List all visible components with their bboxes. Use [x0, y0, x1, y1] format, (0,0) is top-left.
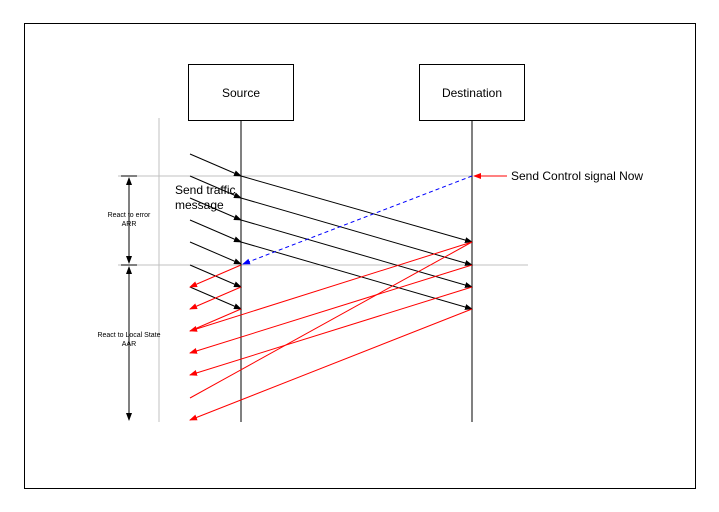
- response-arrow-4: [189, 308, 473, 421]
- traffic-message-arrow-1: [240, 175, 473, 243]
- traffic-in-arrow-5: [189, 241, 242, 265]
- response-out-arrow-2: [189, 286, 242, 310]
- react-error-label: React to error ARR: [96, 211, 162, 229]
- react-local-label-line1: React to Local State: [97, 332, 161, 339]
- traffic-in-arrow-4: [189, 219, 242, 243]
- traffic-label-line1: Send traffic: [175, 183, 236, 197]
- traffic-message-arrow-2: [240, 197, 473, 266]
- response-arrow-5: [189, 241, 473, 399]
- react-error-label-line1: React to error: [107, 212, 151, 219]
- traffic-message-arrow-3: [240, 219, 473, 288]
- source-box: Source: [188, 64, 294, 121]
- control-signal-arrow: [242, 175, 473, 265]
- react-error-label-line2: ARR: [121, 221, 137, 228]
- response-out-arrow-3: [189, 308, 242, 332]
- traffic-in-arrow-3: [189, 197, 242, 221]
- response-arrow-2: [189, 264, 473, 354]
- source-label: Source: [221, 85, 261, 100]
- destination-label: Destination: [441, 85, 503, 100]
- traffic-in-arrow-2: [189, 175, 242, 199]
- control-signal-label: Send Control signal Now: [511, 169, 644, 183]
- traffic-label-line2: message: [175, 198, 224, 212]
- react-local-label: React to Local State AAR: [84, 331, 174, 349]
- response-out-arrow-1: [189, 264, 242, 288]
- destination-box: Destination: [419, 64, 525, 121]
- response-arrow-3: [189, 286, 473, 376]
- response-arrow-1: [189, 241, 473, 332]
- react-local-label-line2: AAR: [121, 341, 137, 348]
- diagram-frame: [24, 23, 696, 489]
- traffic-message-arrow-4: [240, 241, 473, 310]
- traffic-in-arrow-1: [189, 153, 242, 177]
